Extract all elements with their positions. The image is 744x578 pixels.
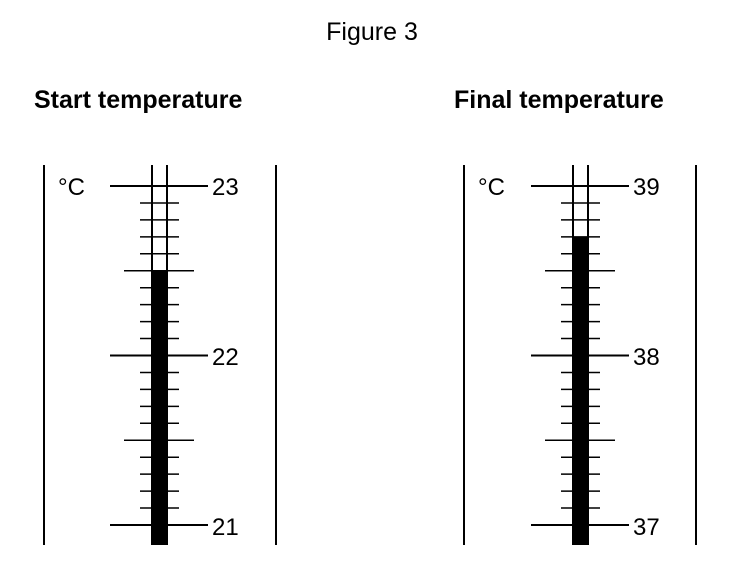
final-thermometer: °C 39 38 37 — [463, 165, 697, 545]
start-label-bottom: 21 — [212, 514, 239, 541]
final-label-top: 39 — [633, 174, 660, 201]
figure-title: Figure 3 — [326, 18, 418, 46]
start-label-top: 23 — [212, 174, 239, 201]
start-label-middle: 22 — [212, 344, 239, 371]
start-ticks — [110, 185, 208, 526]
start-unit-label: °C — [58, 174, 85, 201]
final-mercury-column — [573, 236, 588, 545]
final-temperature-title: Final temperature — [454, 86, 664, 114]
start-temperature-title: Start temperature — [34, 86, 243, 114]
final-ticks — [531, 185, 629, 526]
final-label-bottom: 37 — [633, 514, 660, 541]
start-thermometer: °C 23 22 21 — [43, 165, 277, 545]
start-mercury-column — [152, 270, 167, 545]
final-unit-label: °C — [478, 174, 505, 201]
final-label-middle: 38 — [633, 344, 660, 371]
